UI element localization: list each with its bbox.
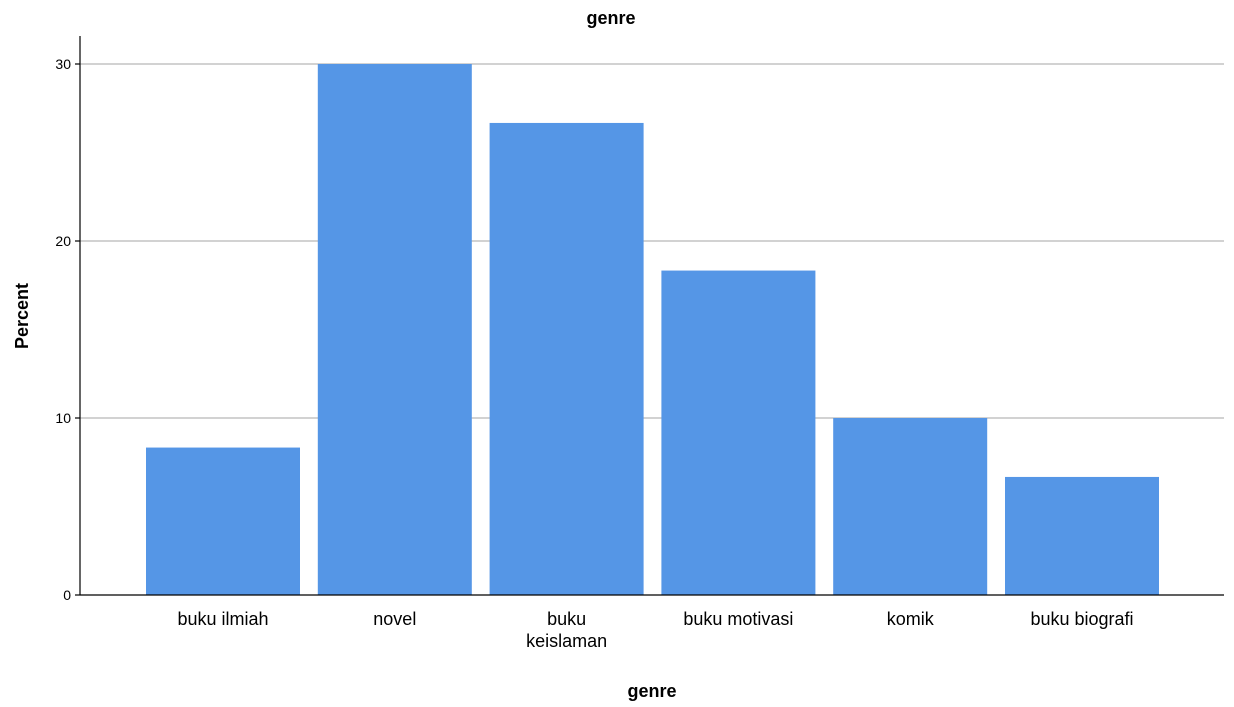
axes bbox=[75, 36, 1224, 596]
bar bbox=[146, 447, 300, 595]
chart-title: genre bbox=[586, 8, 635, 28]
y-axis-title: Percent bbox=[12, 283, 32, 349]
x-tick-label: novel bbox=[373, 609, 416, 629]
gridlines bbox=[80, 63, 1224, 419]
y-tick-label: 0 bbox=[63, 587, 71, 603]
x-tick-label: buku motivasi bbox=[683, 609, 793, 629]
y-tick-label: 30 bbox=[55, 56, 71, 72]
bar bbox=[317, 64, 472, 595]
bar bbox=[661, 270, 816, 595]
x-tick-label: buku keislaman bbox=[526, 609, 607, 651]
y-tick-label: 10 bbox=[55, 410, 71, 426]
bar bbox=[833, 418, 988, 595]
y-tick-labels: 0 10 20 30 bbox=[55, 56, 71, 603]
x-tick-label: komik bbox=[887, 609, 935, 629]
y-tick-label: 20 bbox=[55, 233, 71, 249]
x-tick-label: buku biografi bbox=[1030, 609, 1133, 629]
x-category-labels: buku ilmiah novel buku keislaman buku motiva… bbox=[177, 609, 1133, 651]
bar bbox=[489, 122, 644, 595]
x-tick-label: buku ilmiah bbox=[177, 609, 268, 629]
bar bbox=[1005, 476, 1159, 595]
bars bbox=[146, 64, 1159, 595]
x-axis-title: genre bbox=[627, 681, 676, 701]
